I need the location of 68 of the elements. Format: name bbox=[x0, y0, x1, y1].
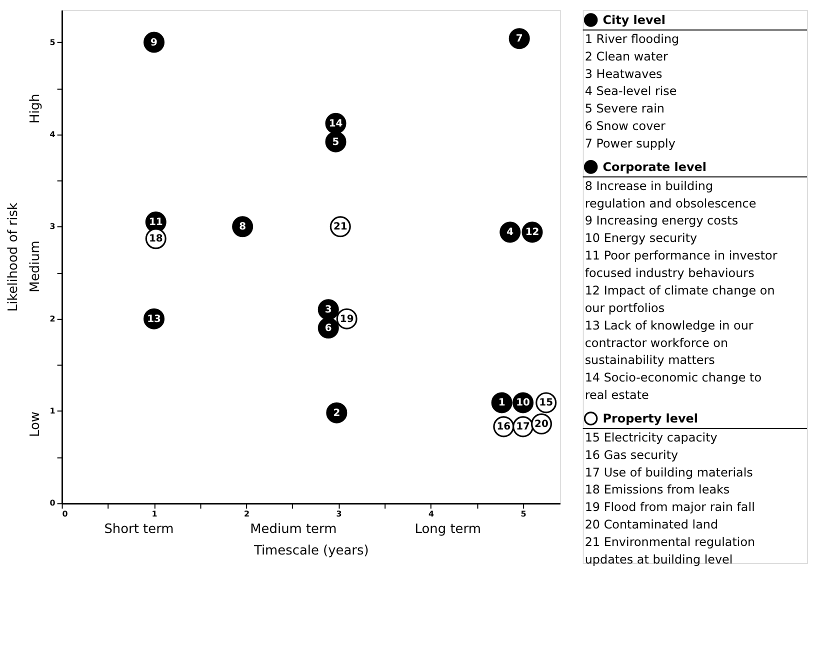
point bbox=[326, 402, 348, 424]
point bbox=[508, 28, 530, 50]
annotation: 13 bbox=[147, 314, 162, 325]
annotation: 8 bbox=[239, 222, 246, 233]
text: Low bbox=[28, 411, 43, 438]
annotation: 6 bbox=[324, 323, 332, 334]
annotation: 7 bbox=[516, 34, 523, 45]
y-tick-label: 0 bbox=[50, 498, 56, 508]
text: 15 Electricity capacity bbox=[584, 430, 718, 444]
y-tick-label: 4 bbox=[50, 130, 56, 139]
text: High bbox=[28, 94, 43, 124]
x-tick-label: 5 bbox=[520, 510, 526, 519]
text: 2 Clean water bbox=[584, 49, 668, 64]
legend-label: Property level bbox=[602, 411, 698, 426]
text: 12 Impact of climate change on our portfolios bbox=[584, 283, 775, 315]
y-tick-label: 2 bbox=[50, 314, 56, 324]
text: 17 Use of building materials bbox=[584, 465, 753, 480]
text: Medium bbox=[28, 240, 43, 292]
text: Short term bbox=[104, 522, 174, 538]
y-axis-title: Likelihood of risk bbox=[6, 202, 21, 312]
x-tick-label: 4 bbox=[428, 510, 435, 519]
annotation: 19 bbox=[340, 314, 354, 325]
annotation: 18 bbox=[148, 234, 163, 245]
text: 20 Contaminated land bbox=[584, 518, 718, 532]
x-tick-label: 2 bbox=[244, 510, 250, 519]
annotation: 11 bbox=[148, 217, 163, 228]
annotation: 9 bbox=[150, 37, 158, 48]
x-tick-label: 3 bbox=[336, 510, 342, 519]
x-tick-label: 1 bbox=[152, 510, 158, 519]
annotation: 20 bbox=[534, 418, 548, 430]
annotation: 2 bbox=[333, 408, 340, 419]
text: 18 Emissions from leaks bbox=[584, 482, 730, 497]
text: Medium term bbox=[250, 522, 337, 538]
text: 5 Severe rain bbox=[584, 102, 664, 116]
annotation: 10 bbox=[516, 398, 530, 409]
text: 19 Flood from major rain fall bbox=[584, 500, 755, 514]
text: Long term bbox=[414, 522, 481, 538]
annotation: 4 bbox=[506, 227, 514, 238]
legend-label: Corporate level bbox=[602, 160, 706, 174]
text: 13 Lack of knowledge in our contractor workforce on sustainability matters bbox=[584, 318, 754, 368]
text: 6 Snow cover bbox=[584, 119, 666, 134]
text: 7 Power supply bbox=[584, 136, 676, 151]
annotation: 16 bbox=[496, 422, 511, 433]
annotation: 17 bbox=[516, 422, 530, 433]
legend-label: City level bbox=[602, 12, 666, 27]
annotation: 14 bbox=[328, 118, 343, 130]
point bbox=[491, 392, 512, 414]
x-tick-label: 0 bbox=[62, 510, 68, 519]
text: 21 Environmental regulation updates at building level bbox=[584, 535, 756, 566]
y-tick-label: 3 bbox=[50, 222, 56, 232]
text: 4 Sea-level rise bbox=[584, 84, 677, 98]
annotation: 21 bbox=[333, 222, 348, 233]
y-tick-label: 1 bbox=[50, 406, 56, 416]
text: 14 Socio-economic change to real estate bbox=[584, 370, 762, 402]
annotation: 15 bbox=[539, 398, 554, 409]
annotation: 5 bbox=[332, 136, 340, 148]
x-axis-title: Timescale (years) bbox=[252, 544, 369, 559]
y-tick-label: 5 bbox=[50, 38, 56, 47]
text: 8 Increase in building regulation and obsolescence bbox=[584, 178, 756, 210]
annotation: 12 bbox=[525, 227, 540, 238]
text: 16 Gas security bbox=[584, 448, 678, 462]
text: 9 Increasing energy costs bbox=[584, 214, 738, 228]
text: 3 Heatwaves bbox=[584, 66, 662, 81]
text: 10 Energy security bbox=[584, 231, 698, 246]
text: 11 Poor performance in investor focused industry behaviours bbox=[584, 248, 778, 280]
annotation: 1 bbox=[498, 398, 506, 409]
text: 1 River flooding bbox=[584, 32, 680, 46]
annotation: 3 bbox=[324, 304, 332, 316]
